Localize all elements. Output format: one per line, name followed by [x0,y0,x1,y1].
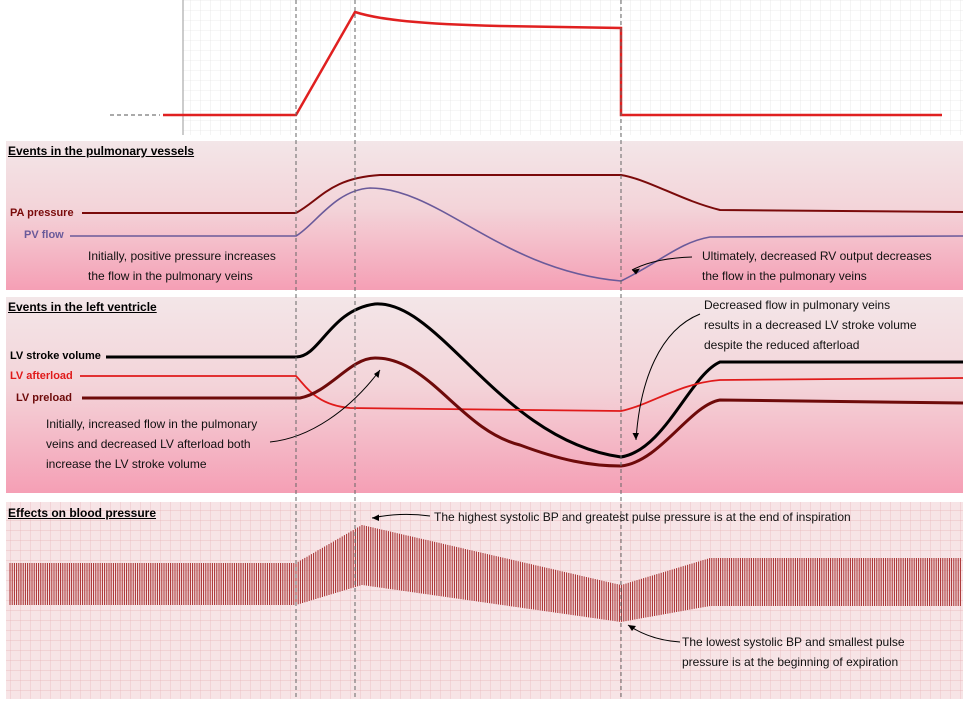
pulmonary-panel [6,141,963,290]
lv-preload-label: LV preload [16,392,73,404]
bp-panel-title: Effects on blood pressure [8,506,157,520]
pulmonary-ultimate-annotation: Ultimately, decreased RV output decrease… [702,246,932,286]
arrowhead-bp-highest [372,514,379,521]
pa-pressure-curve [82,174,963,214]
bp-lowest-line-2: pressure is at the beginning of expirati… [682,655,899,669]
lv-initial-line-2: veins and decreased LV afterload both [46,437,251,451]
blood-pressure-waveform [9,525,961,622]
airway-pressure-curve [163,10,942,117]
bp-lowest-annotation: The lowest systolic BP and smallest puls… [682,632,905,672]
lv-panel [6,297,963,493]
pulmonary-panel-title: Events in the pulmonary vessels [8,144,195,158]
lv-later-line-1: Decreased flow in pulmonary veins [704,298,891,312]
arrowhead-lv-initial [374,370,380,378]
lv-panel-title: Events in the left ventricle [8,300,157,314]
lv-later-annotation: Decreased flow in pulmonary veins result… [704,295,917,355]
pv-flow-label: PV flow [24,229,64,241]
pulmonary-initial-annotation: Initially, positive pressure increases t… [88,246,276,286]
lv-later-line-3: despite the reduced afterload [704,338,860,352]
arrow-lv-later [635,313,701,441]
arrowhead-lv-later [632,433,639,440]
lv-preload-curve [82,356,963,468]
arrowhead-bp-lowest [628,625,636,631]
bp-lowest-line-1: The lowest systolic BP and smallest puls… [682,635,905,649]
pa-pressure-label: PA pressure [10,207,74,219]
lv-later-line-2: results in a decreased LV stroke volume [704,318,917,332]
lv-afterload-curve [80,375,963,412]
pulmonary-ultimate-line-1: Ultimately, decreased RV output decrease… [702,249,932,263]
pv-flow-curve [70,187,963,282]
pulmonary-ultimate-line-2: the flow in the pulmonary veins [702,269,867,283]
lv-initial-line-1: Initially, increased flow in the pulmona… [46,417,258,431]
lv-afterload-label: LV afterload [10,370,73,382]
lv-stroke-volume-curve [106,302,963,459]
pulmonary-initial-line-2: the flow in the pulmonary veins [88,269,253,283]
pulmonary-initial-line-1: Initially, positive pressure increases [88,249,276,263]
top-grid [183,0,963,135]
arrowhead-ultimate [632,268,640,275]
lv-initial-line-3: increase the LV stroke volume [46,457,207,471]
lv-stroke-volume-label: LV stroke volume [10,350,101,362]
arrow-lv-initial [269,369,381,443]
arrow-ultimate [631,256,693,271]
bp-grid [6,502,963,699]
lv-initial-annotation: Initially, increased flow in the pulmona… [46,414,257,474]
bp-highest-annotation: The highest systolic BP and greatest pul… [434,510,851,524]
